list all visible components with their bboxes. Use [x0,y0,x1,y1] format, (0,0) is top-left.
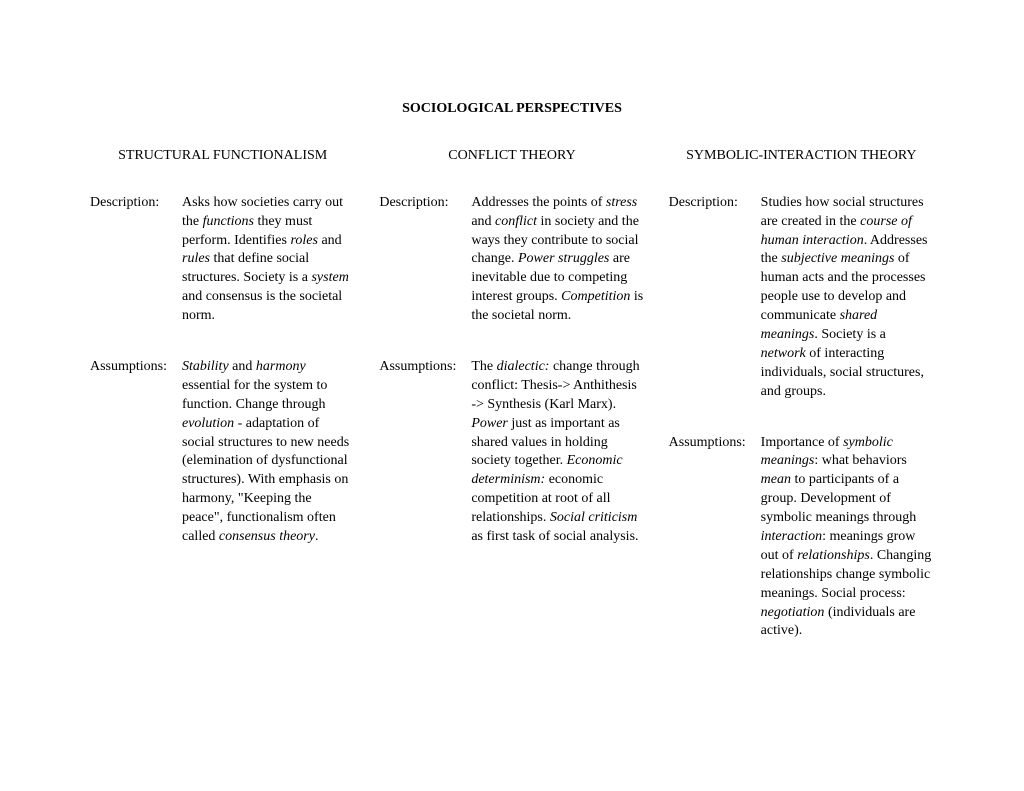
column-symbolic-interaction: SYMBOLIC-INTERACTION THEORY Description:… [669,147,934,673]
description-row: Description: Asks how societies carry ou… [90,194,355,326]
assumptions-label: Assumptions: [379,358,461,547]
document-page: SOCIOLOGICAL PERSPECTIVES STRUCTURAL FUN… [0,0,1024,713]
column-structural-functionalism: STRUCTURAL FUNCTIONALISM Description: As… [90,147,355,673]
column-heading: SYMBOLIC-INTERACTION THEORY [669,147,934,166]
description-row: Description: Studies how social structur… [669,194,934,402]
assumptions-row: Assumptions: The dialectic: change throu… [379,358,644,547]
description-body: Asks how societies carry out the functio… [182,194,355,326]
assumptions-label: Assumptions: [669,434,751,642]
description-body: Addresses the points of stress and confl… [471,194,644,326]
description-label: Description: [90,194,172,326]
column-heading: CONFLICT THEORY [379,147,644,166]
assumptions-row: Assumptions: Importance of symbolic mean… [669,434,934,642]
assumptions-body: Stability and harmony essential for the … [182,358,355,547]
page-title: SOCIOLOGICAL PERSPECTIVES [90,100,934,119]
column-conflict-theory: CONFLICT THEORY Description: Addresses t… [379,147,644,673]
description-row: Description: Addresses the points of str… [379,194,644,326]
description-body: Studies how social structures are create… [761,194,934,402]
assumptions-row: Assumptions: Stability and harmony essen… [90,358,355,547]
column-heading: STRUCTURAL FUNCTIONALISM [90,147,355,166]
assumptions-body: Importance of symbolic meanings: what be… [761,434,934,642]
columns-container: STRUCTURAL FUNCTIONALISM Description: As… [90,147,934,673]
description-label: Description: [379,194,461,326]
assumptions-body: The dialectic: change through conflict: … [471,358,644,547]
description-label: Description: [669,194,751,402]
assumptions-label: Assumptions: [90,358,172,547]
